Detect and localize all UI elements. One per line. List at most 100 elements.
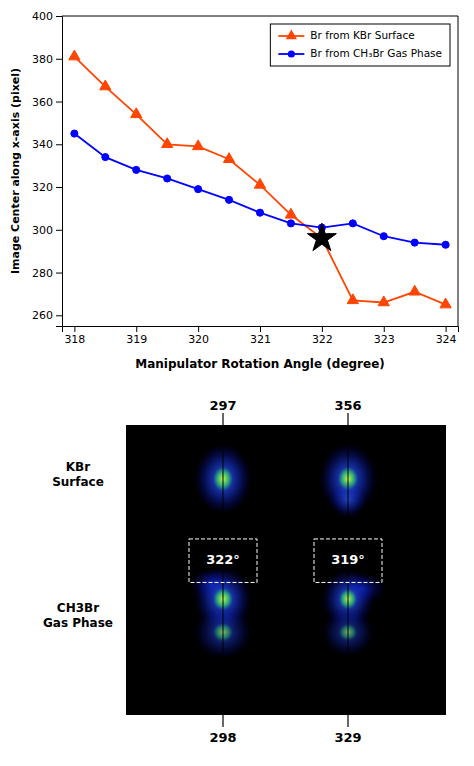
tick-mark: [56, 230, 62, 231]
tick: 340: [32, 138, 62, 151]
tick-label: 400: [32, 10, 53, 23]
point: [378, 296, 389, 306]
angle-label: 319°: [331, 552, 365, 567]
point: [254, 178, 265, 188]
tick: 323: [374, 326, 395, 346]
tick-label: 319: [126, 333, 147, 346]
tick-label: 360: [32, 96, 53, 109]
tick-mark: [56, 315, 62, 316]
tick-label: 318: [64, 333, 85, 346]
tick-mark: [56, 59, 62, 60]
tick-mark: [56, 144, 62, 145]
tick: 322: [312, 326, 333, 346]
tick-label: 322: [312, 333, 333, 346]
y-axis: 260 280 300 320 340 360 380 400: [32, 10, 63, 326]
tick: 300: [32, 224, 62, 237]
tick-label: 321: [250, 333, 271, 346]
tick: 380: [32, 53, 62, 66]
image-background: [126, 425, 446, 715]
axis-line: [56, 17, 63, 327]
tick: 324: [436, 326, 457, 346]
tick-mark: [56, 102, 62, 103]
point: [409, 285, 420, 295]
tick-label: 323: [374, 333, 395, 346]
column-line: [348, 425, 349, 715]
tick: 321: [250, 326, 271, 346]
chart: 318 319 320 321 322 323 324 260 280 300 320 340 360 3…: [0, 0, 474, 766]
row-label: CH3BrGas Phase: [43, 601, 113, 630]
legend-label: Br from KBr Surface: [310, 29, 414, 41]
top-label: 356: [334, 398, 361, 413]
tick: 260: [32, 309, 62, 322]
column-tick: [222, 413, 223, 425]
angle-box: [189, 539, 257, 583]
column-tick: [347, 413, 348, 425]
x-axis: 318 319 320 321 322 323 324: [63, 326, 459, 346]
tick-label: 280: [32, 267, 53, 280]
angle-label: 322°: [206, 552, 240, 567]
image: [126, 425, 446, 715]
point: [285, 208, 296, 218]
tick: 280: [32, 267, 62, 280]
point: [349, 220, 356, 227]
tick-mark: [198, 326, 199, 332]
tick-mark: [322, 326, 323, 332]
point: [442, 241, 449, 248]
tick-mark: [74, 326, 75, 332]
point: [162, 138, 173, 148]
point: [192, 140, 203, 150]
frame: [62, 16, 458, 17]
angle-box: [314, 539, 382, 583]
legend-label: Br from CH₃Br Gas Phase: [310, 47, 442, 59]
tick-label: 300: [32, 224, 53, 237]
tick-label: 324: [436, 333, 457, 346]
tick-label: 260: [32, 309, 53, 322]
series-line: [74, 134, 445, 245]
x-axis-title: Manipulator Rotation Angle (degree): [135, 357, 385, 371]
plot-area: [69, 50, 452, 308]
tick-mark: [56, 273, 62, 274]
point: [69, 50, 80, 60]
column-line: [223, 425, 224, 715]
point: [347, 294, 358, 304]
tick-label: 340: [32, 138, 53, 151]
row-label: KBrSurface: [52, 460, 104, 489]
tick-mark: [56, 187, 62, 188]
legend-box: [270, 24, 450, 66]
tick-mark: [260, 326, 261, 332]
frame: [458, 16, 459, 326]
tick: 360: [32, 96, 62, 109]
tick: 320: [32, 181, 62, 194]
tick-label: 380: [32, 53, 53, 66]
tick-mark: [136, 326, 137, 332]
top-label: 297: [209, 398, 236, 413]
bottom-label: 298: [209, 730, 236, 745]
point: [71, 130, 78, 137]
legend-marker: [288, 50, 295, 57]
point: [256, 209, 263, 216]
tick-mark: [56, 16, 62, 17]
point: [195, 186, 202, 193]
tick-mark: [446, 326, 447, 332]
tick: 319: [126, 326, 147, 346]
point: [287, 220, 294, 227]
point: [131, 108, 142, 118]
point: [164, 175, 171, 182]
tick: 400: [32, 10, 62, 23]
star-marker: [307, 223, 336, 251]
y-axis-title: Image Center along x-axis (pixel): [9, 68, 22, 274]
point: [100, 80, 111, 90]
column-tick: [347, 715, 348, 727]
point: [223, 153, 234, 163]
tick-label: 320: [188, 333, 209, 346]
point: [133, 166, 140, 173]
tick: 320: [188, 326, 209, 346]
column-tick: [222, 715, 223, 727]
point: [225, 196, 232, 203]
point: [102, 154, 109, 161]
tick: 318: [64, 326, 85, 346]
tick-mark: [384, 326, 385, 332]
bottom-label: 329: [334, 730, 361, 745]
series-line: [74, 57, 445, 305]
point: [411, 239, 418, 246]
